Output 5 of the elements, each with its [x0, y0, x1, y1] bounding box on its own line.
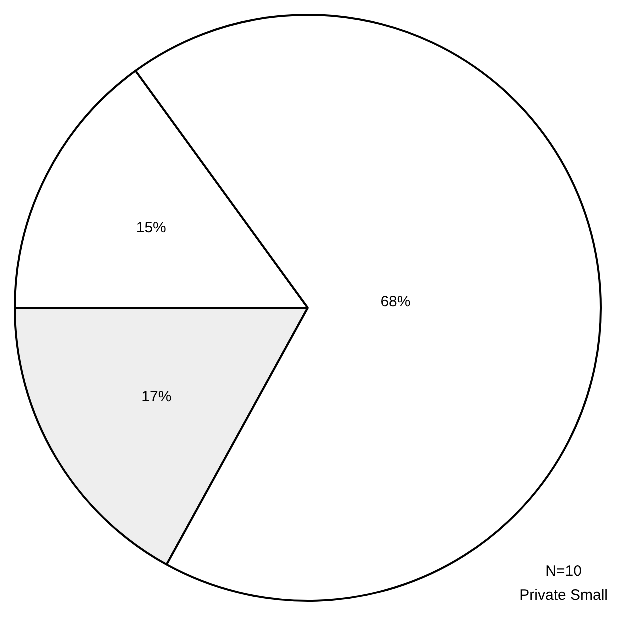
data-label: 68% [380, 294, 411, 311]
data-label: 15% [136, 219, 166, 236]
text: N=10 [544, 562, 583, 582]
text: Private Small [520, 586, 608, 606]
data-label: 17% [142, 388, 172, 406]
